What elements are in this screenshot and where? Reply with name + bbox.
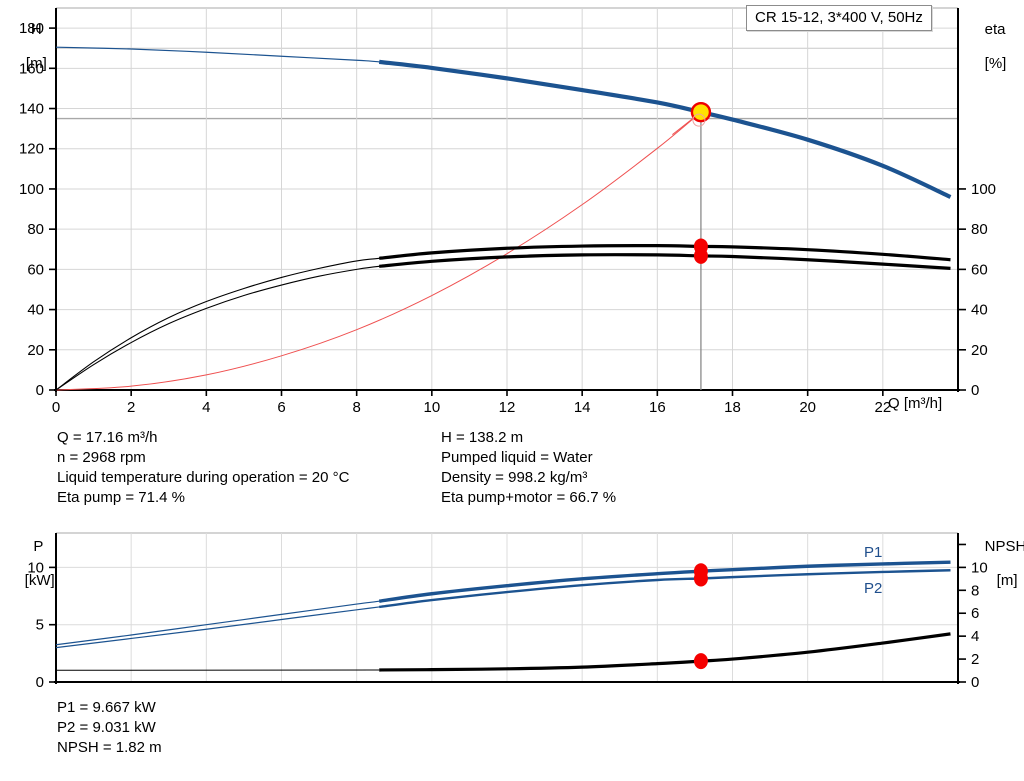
y-axis-unit: [m]: [25, 55, 47, 72]
npsh-axis-tick-label: 8: [971, 582, 979, 599]
npsh-curve: [379, 632, 951, 672]
y-axis-tick-label: 100: [19, 181, 44, 198]
head-curve-thin: [55, 46, 951, 198]
y-axis-tick-label: 40: [27, 302, 44, 319]
npsh-axis-unit: [m]: [996, 572, 1018, 589]
y2-axis-tick-label: 100: [971, 181, 996, 198]
head-eta-chart: 0 20 40 60 80 100 120 140 160 180 0 20 40 60 80 100 0 2 4 6…: [19, 7, 996, 416]
duty-point-eta-pump-motor-marker: [693, 247, 708, 264]
y2-axis-tick-label: 80: [971, 221, 988, 238]
series-label-p1: P1: [864, 544, 883, 561]
x-axis-tick-label: 12: [499, 399, 516, 416]
eta-curve-thick: [379, 244, 951, 262]
head-eta-chart-svg: 0 20 40 60 80 100 120 140 160 180 0 20 40 60 80 100 0 2 4 6…: [19, 7, 996, 416]
y2-axis-tick-label: 20: [971, 342, 988, 359]
p-axis-tick-label: 10: [27, 559, 44, 576]
duty-info-line: Pumped liquid = Water: [441, 449, 593, 466]
duty-info-line: Eta pump+motor = 66.7 %: [441, 489, 617, 506]
npsh-axis-tick-label: 0: [971, 674, 979, 691]
power-curve-thin-p2: [55, 569, 951, 649]
duty-info-line: Density = 998.2 kg/m³: [441, 469, 588, 486]
series-label-p2: P2: [864, 580, 883, 597]
x-axis-tick-label: 22: [874, 399, 891, 416]
duty-info-line: H = 138.2 m: [441, 429, 524, 446]
npsh-axis-tick-label: 10: [971, 559, 988, 576]
chart-title-box: CR 15-12, 3*400 V, 50Hz: [746, 5, 932, 31]
power-info-line: P2 = 9.031 kW: [57, 719, 156, 736]
duty-point-ghost-marker: [692, 113, 706, 127]
duty-info-line: Q = 17.16 m³/h: [57, 429, 158, 446]
eta-curve-thin: [55, 245, 951, 391]
x-axis-tick-label: 0: [52, 399, 60, 416]
y-axis-tick-label: 0: [36, 382, 44, 399]
y2-axis-tick-label: 60: [971, 261, 988, 278]
power-curve-thick-p2: [379, 569, 951, 609]
x-axis-tick-label: 16: [649, 399, 666, 416]
head-curve-thick: [378, 59, 952, 199]
duty-info-right-column: H = 138.2 m Pumped liquid = Water Densit…: [441, 428, 616, 508]
bottom-chart-y2-axis-title: NPSH [m]: [968, 521, 1024, 606]
y-axis-tick-label: 120: [19, 141, 44, 158]
x-axis-tick-label: 8: [352, 399, 360, 416]
system-curve: [55, 111, 702, 391]
y-axis-tick-label: 80: [27, 221, 44, 238]
x-axis-tick-label: 4: [202, 399, 210, 416]
p-axis-tick-label: 5: [36, 617, 44, 634]
y2-axis-tick-label: 40: [971, 302, 988, 319]
power-curve-thick-p1: [378, 560, 951, 603]
bottom-chart-y-axis-title: P [kW]: [8, 521, 55, 606]
y-axis-tick-label: 20: [27, 342, 44, 359]
npsh-axis-tick-label: 4: [971, 628, 979, 645]
y-axis-tick-label: 60: [27, 261, 44, 278]
eta-curve-thick: [379, 253, 951, 270]
y-axis-tick-label: 160: [19, 60, 44, 77]
eta-curve-thin: [55, 254, 951, 391]
duty-point-npsh-marker: [693, 653, 708, 670]
duty-info-line: Liquid temperature during operation = 20…: [57, 469, 350, 486]
p-axis-tick-label: 0: [36, 674, 44, 691]
power-info-line: NPSH = 1.82 m: [57, 739, 162, 756]
y2-axis-name: eta: [984, 21, 1006, 38]
duty-info-left-column: Q = 17.16 m³/h n = 2968 rpm Liquid tempe…: [57, 428, 349, 508]
y2-axis-tick-label: 0: [971, 382, 979, 399]
x-axis-tick-label: 20: [799, 399, 816, 416]
npsh-axis-tick-label: 2: [971, 651, 979, 668]
y-axis-tick-label: 180: [19, 20, 44, 37]
duty-info-line: n = 2968 rpm: [57, 449, 146, 466]
x-axis-tick-label: 6: [277, 399, 285, 416]
x-axis-tick-label: 10: [423, 399, 440, 416]
power-info-block: P1 = 9.667 kW P2 = 9.031 kW NPSH = 1.82 …: [57, 698, 162, 758]
y2-axis-unit: [%]: [984, 55, 1007, 72]
bottom-chart-group: 0 5 10 0 2 4 6 8 10: [27, 532, 988, 691]
y-axis-name: H: [30, 21, 42, 38]
power-npsh-chart: 0 5 10 0 2 4 6 8 10: [0, 515, 1024, 700]
top-chart-y2-axis-title: eta [%]: [968, 4, 1020, 89]
x-axis-tick-label: 14: [574, 399, 591, 416]
power-info-line: P1 = 9.667 kW: [57, 699, 156, 716]
x-axis-tick-label: 18: [724, 399, 741, 416]
p-axis-name: P: [33, 538, 44, 555]
power-npsh-chart-svg: 0 5 10 0 2 4 6 8 10: [27, 532, 988, 691]
y-axis-tick-label: 140: [19, 101, 44, 118]
p-axis-unit: [kW]: [24, 572, 55, 589]
top-chart-x-axis-title: Q [m³/h]: [888, 395, 943, 412]
duty-point-p2-marker: [693, 570, 708, 587]
npsh-axis-tick-label: 6: [971, 605, 979, 622]
duty-point-marker: [690, 101, 712, 123]
duty-info-line: Eta pump = 71.4 %: [57, 489, 185, 506]
top-chart-group: 0 20 40 60 80 100 120 140 160 180 0 20 40 60 80 100 0 2 4 6…: [19, 7, 996, 416]
top-chart-y-axis-title: H [m]: [8, 4, 48, 89]
npsh-axis-name: NPSH: [984, 538, 1024, 555]
x-axis-tick-label: 2: [127, 399, 135, 416]
